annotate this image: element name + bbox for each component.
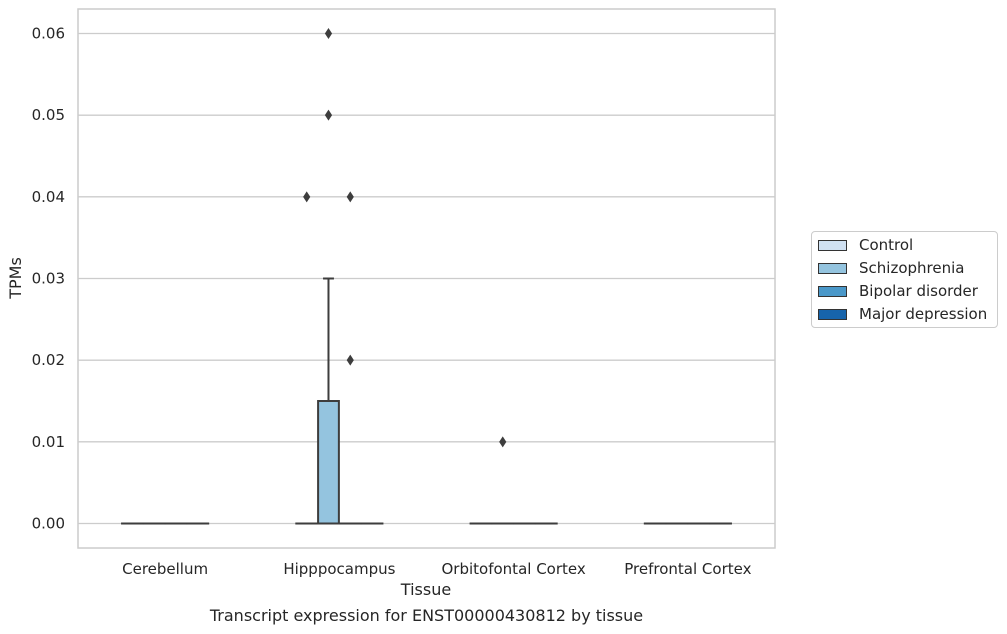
y-tick-label: 0.03 bbox=[32, 270, 65, 288]
legend-item: Major depression bbox=[818, 304, 987, 324]
y-tick-label: 0.01 bbox=[32, 433, 65, 451]
outlier-point bbox=[303, 191, 311, 203]
legend-swatch bbox=[818, 308, 847, 320]
legend-label: Bipolar disorder bbox=[859, 282, 978, 300]
y-tick-labels: 0.00 0.01 0.02 0.03 0.04 0.05 0.06 bbox=[32, 25, 65, 533]
chart-legend: Control Schizophrenia Bipolar disorder Majo… bbox=[811, 231, 998, 328]
chart-caption: Transcript expression for ENST0000043081… bbox=[209, 606, 644, 625]
box-plot-marks bbox=[121, 28, 732, 525]
legend-swatch bbox=[818, 262, 847, 274]
outlier-point bbox=[324, 28, 333, 39]
box-body bbox=[317, 400, 340, 525]
x-tick-label: Orbitofontal Cortex bbox=[442, 560, 586, 578]
box-schizophrenia bbox=[491, 436, 515, 525]
outlier-point bbox=[346, 191, 354, 203]
box-bipolar-disorder bbox=[338, 191, 362, 525]
y-tick-label: 0.02 bbox=[32, 351, 65, 369]
x-tick-label: Prefrontal Cortex bbox=[624, 560, 751, 578]
y-axis-label: TPMs bbox=[6, 257, 25, 300]
outlier-point bbox=[346, 354, 354, 366]
legend-swatch bbox=[818, 239, 847, 251]
box-schizophrenia bbox=[317, 28, 340, 525]
y-tick-label: 0.00 bbox=[32, 515, 65, 533]
y-tick-label: 0.04 bbox=[32, 188, 65, 206]
legend-item: Bipolar disorder bbox=[818, 281, 978, 301]
outlier-point bbox=[324, 109, 333, 121]
x-axis-label: Tissue bbox=[400, 580, 451, 599]
y-tick-label: 0.06 bbox=[32, 25, 65, 43]
legend-item: Schizophrenia bbox=[818, 258, 964, 278]
x-tick-labels: Cerebellum Hipppocampus Orbitofontal Corte… bbox=[122, 560, 751, 578]
legend-label: Schizophrenia bbox=[859, 259, 965, 277]
x-tick-label: Hipppocampus bbox=[283, 560, 395, 578]
legend-swatch bbox=[818, 285, 847, 297]
legend-label: Control bbox=[859, 236, 914, 254]
box-control bbox=[295, 191, 319, 525]
outlier-point bbox=[499, 436, 507, 448]
x-tick-label: Cerebellum bbox=[122, 560, 208, 578]
legend-item: Control bbox=[818, 235, 913, 255]
y-tick-label: 0.05 bbox=[32, 106, 65, 124]
y-gridlines bbox=[78, 32, 775, 525]
legend-label: Major depression bbox=[859, 305, 988, 323]
plot-area-frame bbox=[77, 8, 776, 549]
